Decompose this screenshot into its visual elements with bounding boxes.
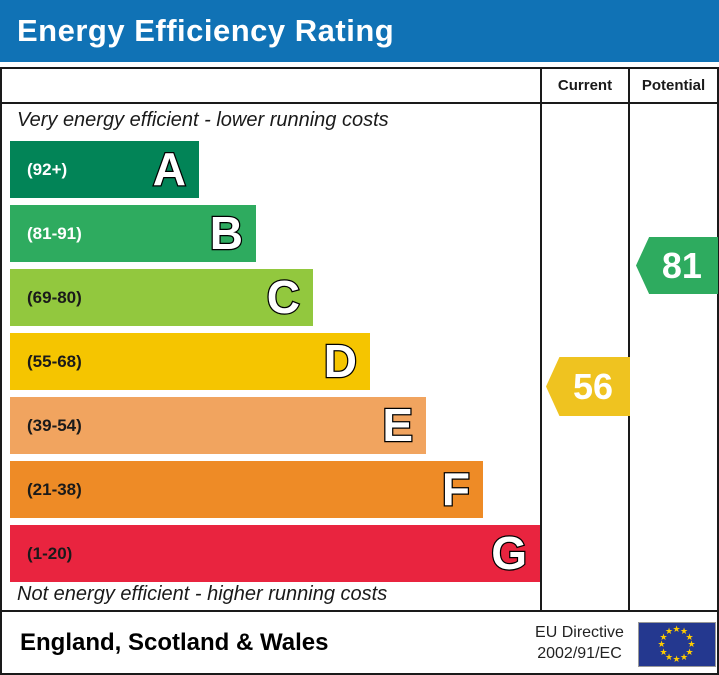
footer-bar: England, Scotland & Wales EU Directive 2… [0, 610, 719, 675]
region-label: England, Scotland & Wales [20, 628, 329, 656]
eu-directive-line1: EU Directive [535, 623, 624, 641]
eu-star-icon: ★ [672, 654, 681, 664]
eu-star-icon: ★ [657, 639, 666, 649]
eu-flag-icon: ★ ★ ★ ★ ★ ★ ★ ★ ★ ★ ★ ★ [638, 622, 716, 667]
column-divider-current [540, 69, 542, 610]
band-f-range-label: (21-38) [27, 479, 82, 499]
band-b-letter: B [209, 206, 245, 259]
band-d-letter: D [323, 334, 359, 387]
eu-star-icon: ★ [665, 626, 674, 636]
eu-directive-label: EU Directive 2002/91/EC [527, 622, 632, 664]
band-a-letter: A [152, 142, 188, 195]
potential-rating-value: 81 [661, 244, 702, 286]
bottom-note: Not energy efficient - higher running co… [17, 583, 388, 605]
eu-star-icon: ★ [687, 639, 696, 649]
column-header-potential: Potential [641, 77, 706, 94]
eu-star-icon: ★ [680, 651, 689, 662]
band-d-range-label: (55-68) [27, 351, 82, 371]
band-e: (39-54) E [10, 397, 426, 454]
eu-star-icon: ★ [685, 646, 694, 657]
band-c-letter: C [266, 270, 302, 323]
eu-star-icon: ★ [680, 626, 689, 636]
current-rating-arrow: 56 [546, 357, 630, 416]
band-f-letter: F [441, 462, 472, 515]
band-g-range-label: (1-20) [27, 543, 73, 563]
rating-table: Current Potential Very energy efficient … [0, 67, 719, 612]
header-row-divider [2, 102, 717, 104]
band-e-letter: E [381, 398, 414, 451]
band-g: (1-20) G [10, 525, 540, 582]
column-header-current: Current [557, 77, 613, 94]
current-rating-value: 56 [573, 365, 614, 407]
band-d: (55-68) D [10, 333, 370, 390]
eu-star-icon: ★ [685, 631, 694, 642]
eu-star-icon: ★ [665, 651, 674, 662]
band-c-range-label: (69-80) [27, 287, 82, 307]
eu-directive-line2: 2002/91/EC [537, 644, 622, 662]
eu-star-icon: ★ [659, 646, 668, 657]
band-g-letter: G [490, 526, 528, 579]
eu-star-icon: ★ [672, 624, 681, 634]
band-f: (21-38) F [10, 461, 483, 518]
eu-star-icon: ★ [659, 631, 668, 642]
band-e-range-label: (39-54) [27, 415, 82, 435]
band-c: (69-80) C [10, 269, 313, 326]
column-divider-potential [628, 69, 630, 610]
title-bar: Energy Efficiency Rating [0, 0, 719, 62]
potential-rating-arrow: 81 [636, 237, 718, 294]
top-note: Very energy efficient - lower running co… [17, 109, 389, 131]
page-title: Energy Efficiency Rating [17, 13, 395, 48]
band-b-range-label: (81-91) [27, 223, 82, 243]
band-b: (81-91) B [10, 205, 256, 262]
band-a: (92+) A [10, 141, 199, 198]
band-a-range-label: (92+) [27, 159, 68, 179]
